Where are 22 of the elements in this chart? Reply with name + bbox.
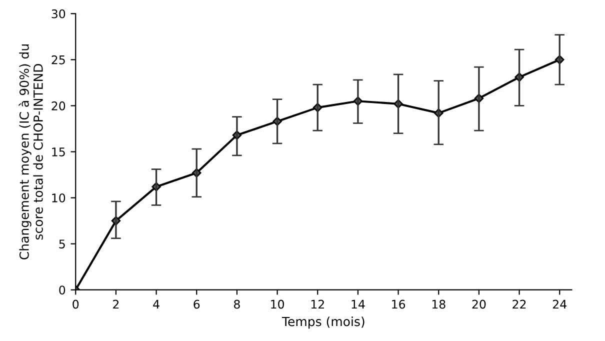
y-tick-label: 25 bbox=[52, 55, 65, 64]
x-tick-label: 2 bbox=[113, 300, 119, 309]
x-axis-title: Temps (mois) bbox=[282, 316, 364, 329]
x-tick-label: 6 bbox=[194, 300, 200, 309]
x-tick-label: 16 bbox=[392, 300, 406, 309]
x-tick-label: 14 bbox=[352, 300, 365, 309]
x-tick-label: 10 bbox=[271, 300, 284, 309]
x-tick-label: 12 bbox=[311, 300, 324, 309]
y-tick-label: 15 bbox=[52, 148, 65, 156]
y-tick-label: 10 bbox=[52, 194, 66, 202]
y-axis-title: Changement moyen (IC à 90%) du score total de CHOP-INTEND bbox=[18, 44, 43, 260]
x-tick-label: 8 bbox=[234, 300, 240, 309]
y-tick-label: 5 bbox=[59, 240, 65, 248]
x-tick-label: 0 bbox=[72, 300, 79, 309]
x-tick-label: 4 bbox=[153, 300, 160, 309]
x-tick-label: 20 bbox=[472, 300, 486, 309]
x-tick-label: 22 bbox=[512, 300, 526, 309]
y-tick-label: 30 bbox=[52, 9, 66, 18]
y-tick-label: 20 bbox=[52, 101, 66, 110]
x-tick-label: 24 bbox=[552, 300, 566, 309]
y-tick-label: 0 bbox=[59, 286, 66, 295]
x-tick-label: 18 bbox=[432, 300, 446, 309]
